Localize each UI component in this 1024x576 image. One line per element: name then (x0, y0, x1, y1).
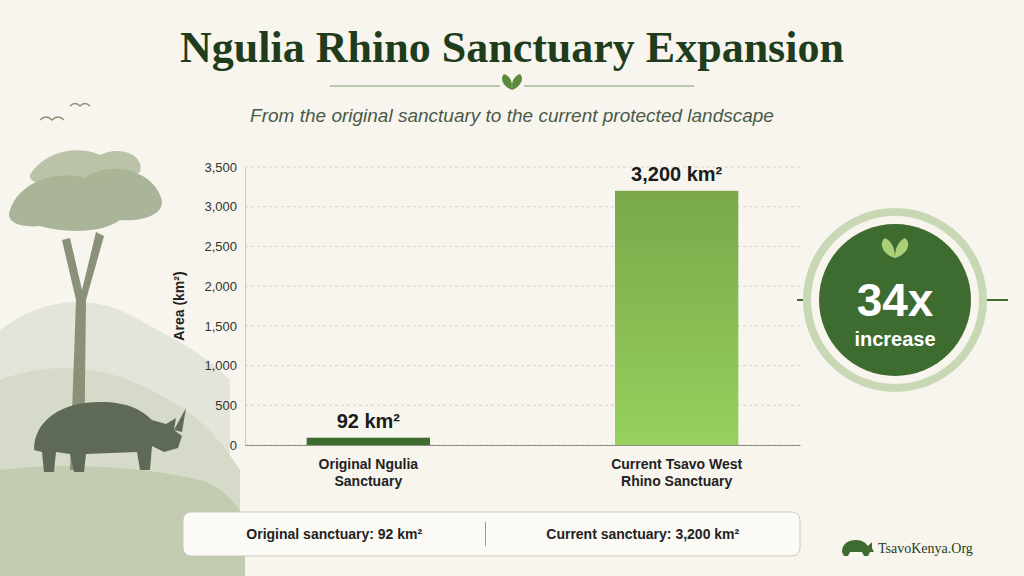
badge-disc (819, 224, 971, 376)
landscape (0, 104, 245, 576)
title: Ngulia Rhino Sanctuary Expansion (180, 23, 844, 72)
y-tick-label: 500 (215, 398, 237, 413)
data-label: 92 km² (337, 410, 401, 432)
data-labels: 92 km² 3,200 km² (337, 163, 723, 432)
footer-box (183, 512, 800, 556)
rhino-horn (174, 408, 186, 432)
y-tick-label: 2,000 (204, 279, 237, 294)
badge-value: 34x (857, 274, 934, 326)
badge-text: increase (854, 328, 935, 350)
background (0, 0, 1024, 576)
y-tick: 2,000 (204, 279, 245, 294)
source: TsavoKenya.Org (878, 541, 973, 556)
tree-canopy (30, 150, 141, 183)
y-tick-label: 1,500 (204, 319, 237, 334)
bird (70, 104, 90, 107)
title-rule (330, 86, 500, 87)
bird (40, 117, 64, 120)
x-tick: Current Tsavo WestRhino Sanctuary (611, 445, 742, 489)
y-axis: 0 500 1,000 1,500 2,000 2,500 3,000 3,500 (204, 160, 245, 453)
x-tick-label: Original NguliaSanctuary (319, 456, 419, 490)
footer: Original sanctuary: 92 km² Current sanctu… (183, 512, 800, 556)
bars (307, 191, 739, 445)
data-label: 3,200 km² (631, 163, 723, 185)
x-tick-label: Current Tsavo WestRhino Sanctuary (611, 456, 742, 490)
y-axis-title: Area (km²) (171, 271, 187, 340)
title-rule (524, 86, 694, 87)
y-tick: 3,500 (204, 160, 245, 175)
y-axis-line (245, 168, 246, 446)
footer-divider (485, 522, 486, 546)
leaf-icon (502, 74, 522, 90)
badge-ring (807, 212, 983, 388)
y-tick-label: 0 (230, 438, 237, 453)
y-tick: 3,000 (204, 199, 245, 214)
x-tick: Original NguliaSanctuary (319, 445, 419, 489)
x-axis-line (246, 445, 801, 446)
y-tick: 1,000 (204, 358, 245, 373)
y-tick-label: 2,500 (204, 239, 237, 254)
bar (307, 438, 430, 445)
y-tick: 0 (230, 438, 245, 453)
y-tick: 500 (215, 398, 245, 413)
chart: Ngulia Rhino Sanctuary Expansion From the… (0, 0, 1024, 576)
source-icon (842, 540, 874, 556)
grid (245, 167, 800, 445)
subtitle: From the original sanctuary to the curre… (250, 105, 774, 126)
y-tick: 2,500 (204, 239, 245, 254)
y-tick-label: 3,500 (204, 160, 237, 175)
x-axis: Original NguliaSanctuary Current Tsavo We… (246, 445, 801, 489)
footer-text: Current sanctuary: 3,200 km² (546, 526, 739, 542)
badge: 34xincrease (797, 212, 1008, 388)
footer-text: Original sanctuary: 92 km² (246, 526, 422, 542)
rhino (34, 402, 182, 472)
badge-leaf (882, 238, 908, 258)
bar (615, 191, 738, 445)
y-tick: 1,500 (204, 319, 245, 334)
y-tick-label: 1,000 (204, 358, 237, 373)
y-tick-label: 3,000 (204, 199, 237, 214)
